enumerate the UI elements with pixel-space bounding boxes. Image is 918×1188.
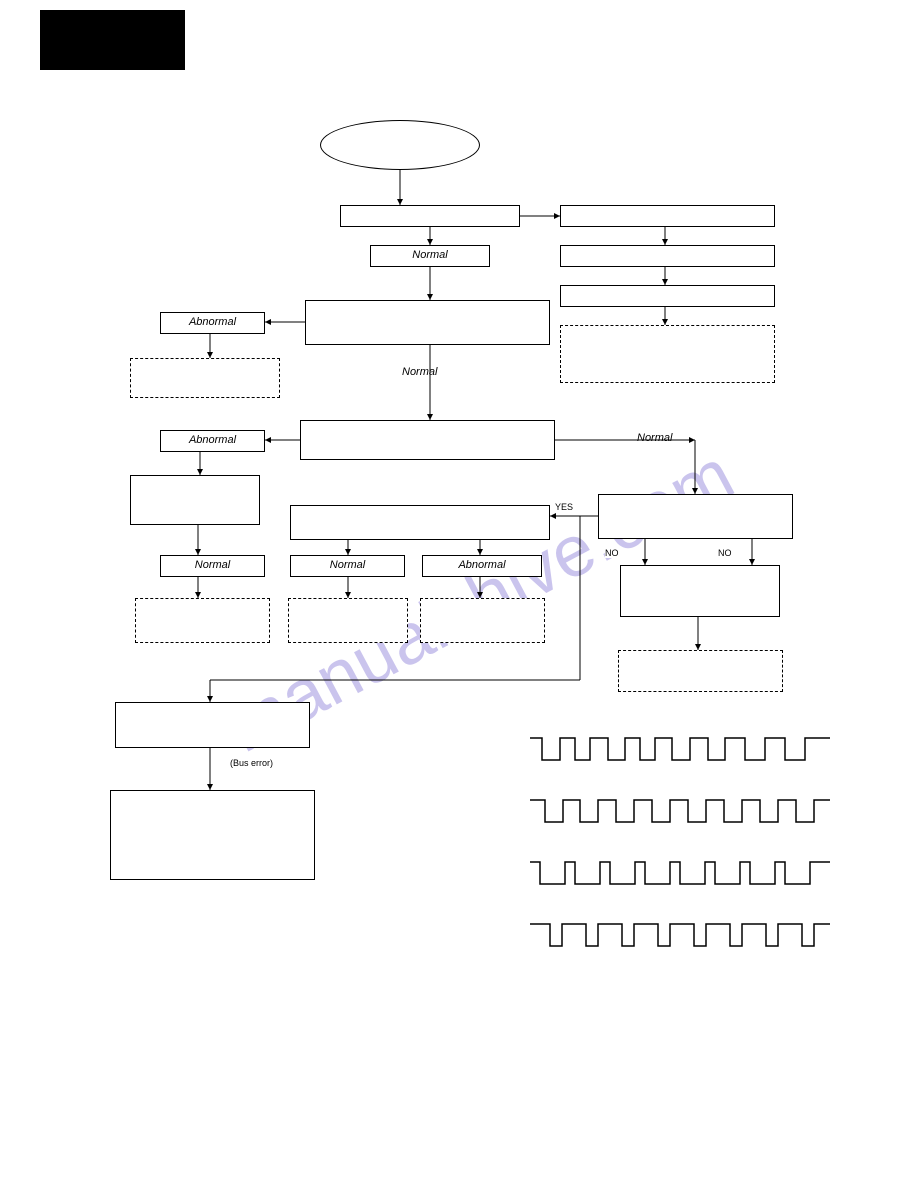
flow-lines bbox=[0, 0, 918, 1188]
label-abnormal-3: Abnormal bbox=[456, 559, 507, 572]
node-n13 bbox=[110, 790, 315, 880]
node-n12 bbox=[115, 702, 310, 748]
label-normal-2: Normal bbox=[193, 559, 232, 572]
label-normal-right: Normal bbox=[635, 432, 674, 444]
node-n8 bbox=[290, 505, 550, 540]
node-n9l: Normal bbox=[160, 555, 265, 577]
label-abnormal-1: Abnormal bbox=[187, 316, 238, 329]
node-n11b bbox=[288, 598, 408, 643]
label-normal-mid: Normal bbox=[400, 366, 439, 378]
header-black-box bbox=[40, 10, 185, 70]
label-normal-3: Normal bbox=[328, 559, 367, 572]
node-n6l: Abnormal bbox=[160, 430, 265, 452]
node-n4l: Abnormal bbox=[160, 312, 265, 334]
label-normal-1: Normal bbox=[410, 249, 449, 262]
node-n9b: Abnormal bbox=[422, 555, 542, 577]
node-n2: Normal bbox=[370, 245, 490, 267]
label-abnormal-2: Abnormal bbox=[187, 434, 238, 447]
node-n6 bbox=[300, 420, 555, 460]
page: manualshive.com Normal Abnormal Abnormal… bbox=[0, 0, 918, 1188]
node-n2r bbox=[560, 245, 775, 267]
node-n11a bbox=[135, 598, 270, 643]
node-n9a: Normal bbox=[290, 555, 405, 577]
node-n1r bbox=[560, 205, 775, 227]
node-n7l bbox=[130, 475, 260, 525]
node-n3r bbox=[560, 285, 775, 307]
node-n4r bbox=[560, 325, 775, 383]
label-yes: YES bbox=[555, 502, 573, 512]
waveforms bbox=[0, 0, 918, 1188]
node-n7r bbox=[598, 494, 793, 539]
node-n11r bbox=[618, 650, 783, 692]
node-n5d bbox=[130, 358, 280, 398]
label-no-1: NO bbox=[605, 548, 619, 558]
node-n11c bbox=[420, 598, 545, 643]
label-no-2: NO bbox=[718, 548, 732, 558]
flow-start bbox=[320, 120, 480, 170]
node-n10 bbox=[620, 565, 780, 617]
node-n4 bbox=[305, 300, 550, 345]
label-buserror: (Bus error) bbox=[230, 758, 273, 768]
node-n1 bbox=[340, 205, 520, 227]
